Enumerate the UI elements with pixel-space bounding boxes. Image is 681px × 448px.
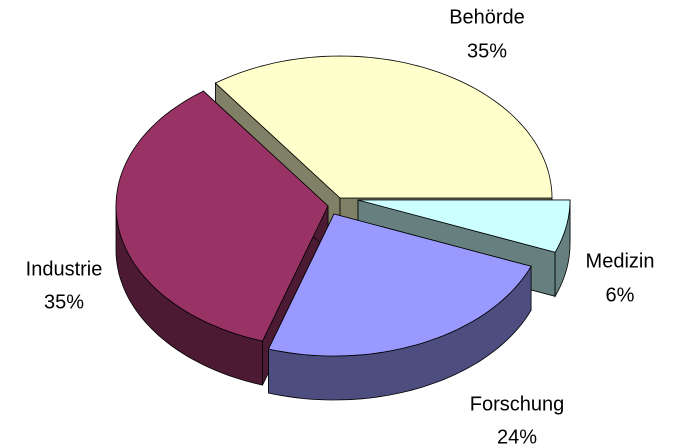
slice — [214, 55, 553, 199]
value-label: 24% — [497, 426, 537, 448]
value-label: 35% — [467, 40, 507, 62]
slice — [267, 213, 532, 357]
slice-label: Forschung — [470, 393, 565, 415]
value-label: 35% — [44, 291, 84, 313]
slice-label: Medizin — [586, 250, 655, 272]
value-label: 6% — [606, 284, 635, 306]
slice-label: Industrie — [26, 258, 103, 280]
slice-label: Behörde — [449, 6, 525, 28]
slice — [115, 90, 329, 342]
slice — [357, 199, 571, 253]
